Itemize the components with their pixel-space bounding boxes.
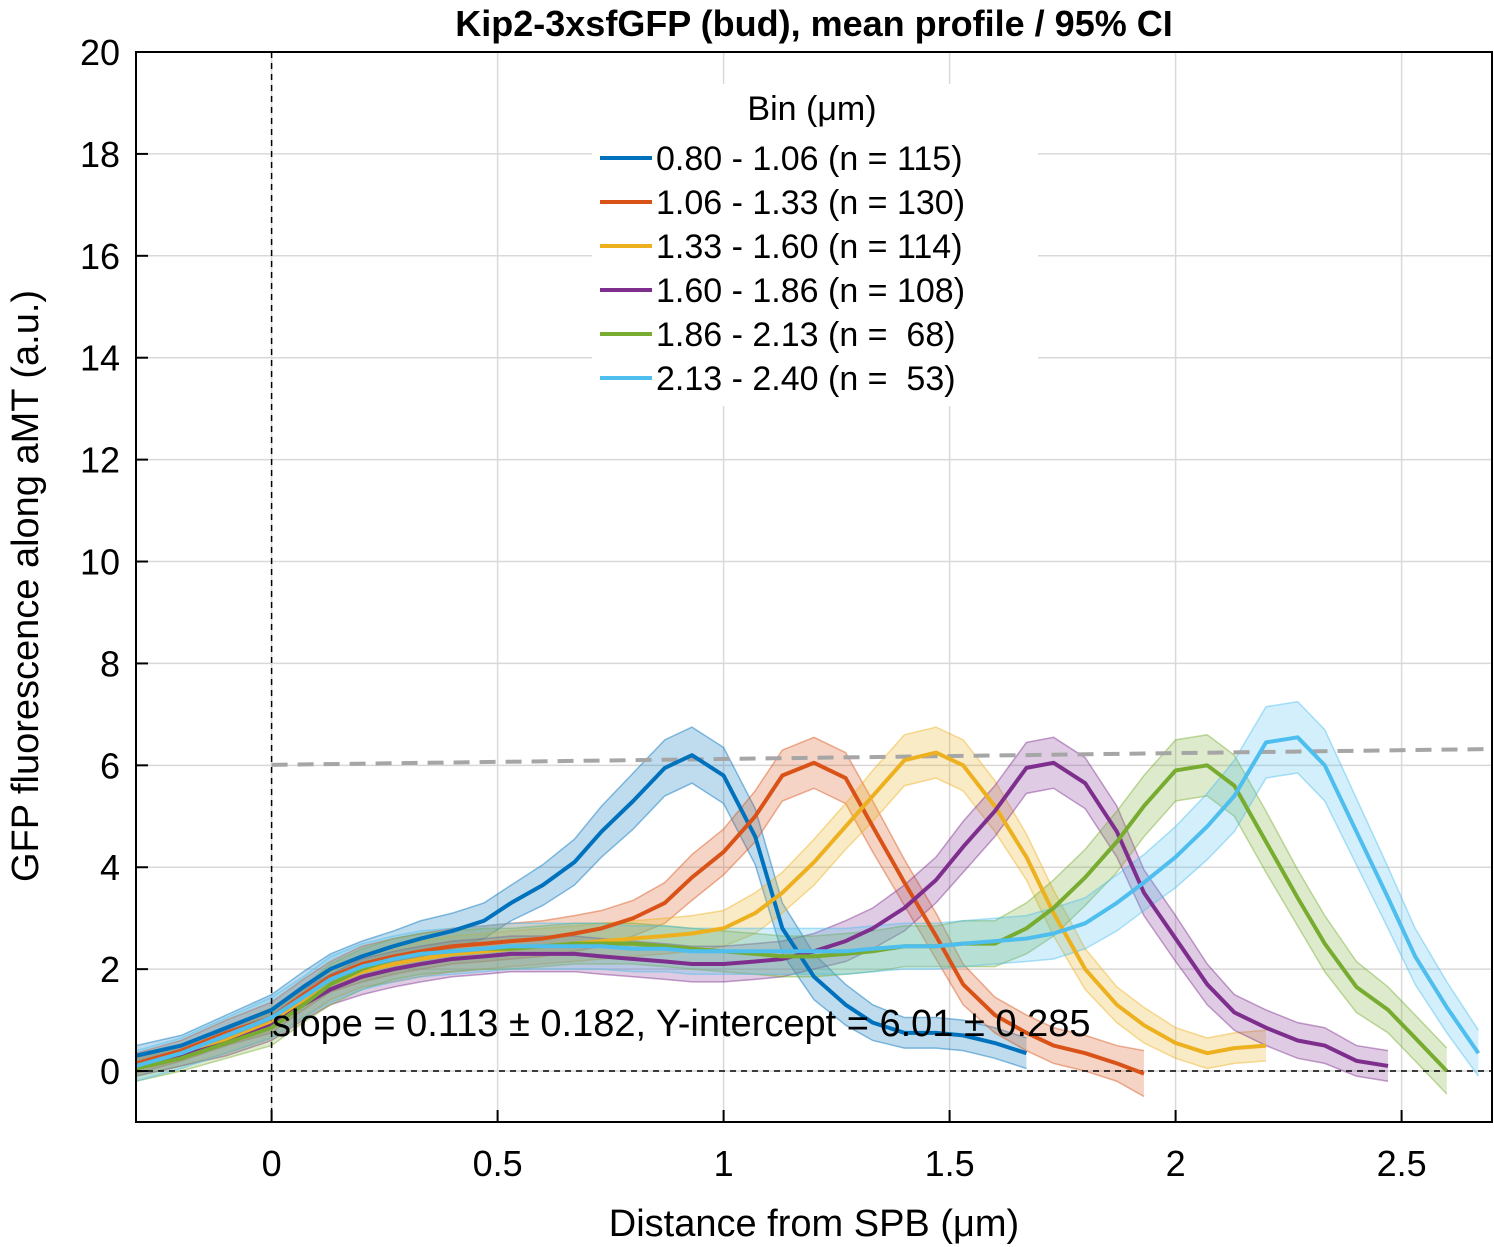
series-line-1: [135, 753, 1028, 1058]
chart-title: Kip2-3xsfGFP (bud), mean profile / 95% C…: [455, 3, 1172, 44]
y-tick-label: 12: [80, 440, 120, 481]
ci-upper-edge-series-4: [135, 736, 1389, 1057]
legend-entry: 0.80 - 1.06 (n = 115): [656, 140, 963, 178]
legend-entry: 1.06 - 1.33 (n = 130): [656, 184, 965, 222]
series-line-4: [135, 760, 1389, 1068]
y-axis-ticks: 0 2 4 6 8 10 12 14 16 18 20: [80, 32, 148, 1092]
ci-lower-edge-series-2: [135, 787, 1145, 1098]
x-tick-label: 2: [1166, 1143, 1186, 1184]
y-tick-label: 16: [80, 236, 120, 277]
ci-lower-edge-series-6: [135, 772, 1480, 1082]
series-line-2: [135, 760, 1145, 1076]
y-tick-label: 6: [100, 745, 120, 786]
x-axis-ticks: 0 0.5 1 1.5 2 2.5: [262, 1110, 1427, 1184]
fit-annotation: slope = 0.113 ± 0.182, Y-intercept = 6.0…: [272, 1003, 1091, 1045]
y-tick-label: 8: [100, 643, 120, 684]
ci-upper-edge-series-1: [135, 726, 1027, 1047]
ci-band-series-1: [136, 727, 1027, 1069]
ci-band-series-5: [136, 734, 1447, 1094]
reference-lines: [136, 52, 1493, 1122]
y-tick-label: 14: [80, 338, 120, 379]
legend-entry: 1.33 - 1.60 (n = 114): [656, 228, 963, 266]
series-lines: [135, 735, 1481, 1076]
x-tick-label: 0: [262, 1143, 282, 1184]
legend-title: Bin (μm): [747, 90, 876, 128]
legend-entry: 1.86 - 2.13 (n = 68): [656, 316, 956, 354]
ci-band-series-3: [136, 727, 1266, 1077]
plot-area-border: [135, 51, 1493, 1123]
y-tick-label: 2: [100, 949, 120, 990]
ci-lower-edge-series-4: [135, 787, 1389, 1082]
ci-upper-edge-series-2: [135, 736, 1145, 1054]
x-tick-label: 0.5: [473, 1143, 523, 1184]
series-line-6: [135, 735, 1481, 1068]
ci-lower-edge-series-3: [135, 777, 1267, 1077]
x-axis-label: Distance from SPB (μm): [609, 1203, 1019, 1245]
legend: Bin (μm) 0.80 - 1.06 (n = 115) 1.06 - 1.3…: [592, 84, 1038, 406]
y-tick-label: 18: [80, 134, 120, 175]
x-tick-label: 1.5: [925, 1143, 975, 1184]
legend-box: [592, 84, 1038, 406]
y-tick-label: 20: [80, 32, 120, 73]
y-tick-label: 0: [100, 1051, 120, 1092]
ci-upper-edge-series-5: [135, 733, 1448, 1057]
legend-entry: 2.13 - 2.40 (n = 53): [656, 360, 956, 398]
ci-upper-edge-series-6: [135, 700, 1480, 1052]
y-tick-label: 10: [80, 542, 120, 583]
y-axis-label: GFP fluorescence along aMT (a.u.): [5, 290, 47, 882]
x-tick-label: 1: [714, 1143, 734, 1184]
legend-entry: 1.60 - 1.86 (n = 108): [656, 272, 965, 310]
series-line-3: [135, 750, 1267, 1068]
x-tick-label: 2.5: [1377, 1143, 1427, 1184]
fit-line: [271, 747, 1493, 767]
y-tick-label: 4: [100, 847, 120, 888]
